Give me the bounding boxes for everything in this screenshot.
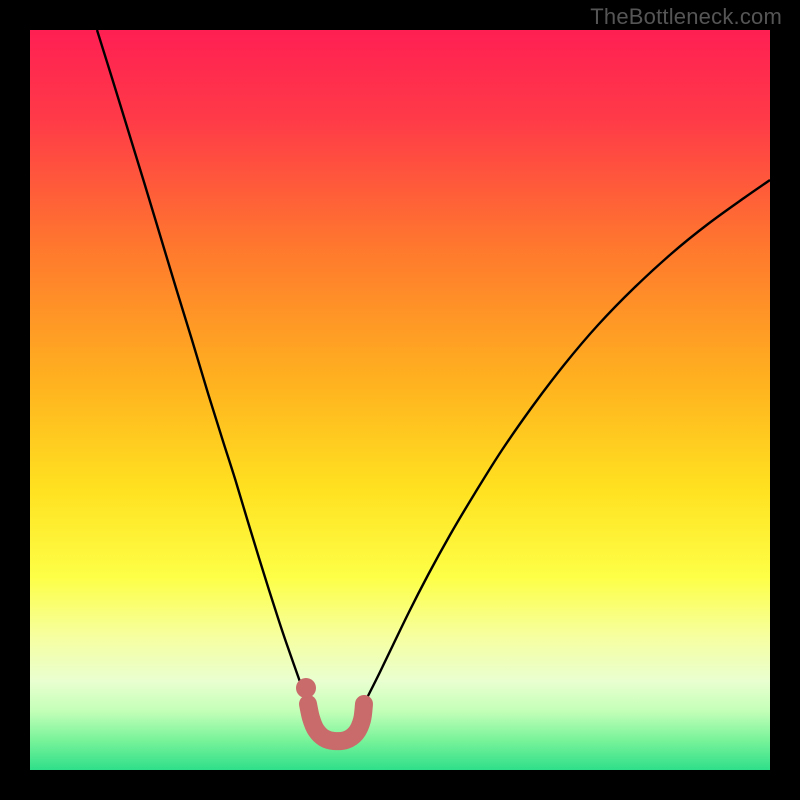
trough-marker-path bbox=[308, 704, 364, 741]
trough-entry-dot bbox=[296, 678, 316, 698]
curve-left bbox=[97, 30, 308, 704]
chart-curves-layer bbox=[30, 30, 770, 770]
watermark-text: TheBottleneck.com bbox=[590, 4, 782, 30]
curve-right bbox=[364, 180, 770, 704]
chart-plot-area bbox=[30, 30, 770, 770]
